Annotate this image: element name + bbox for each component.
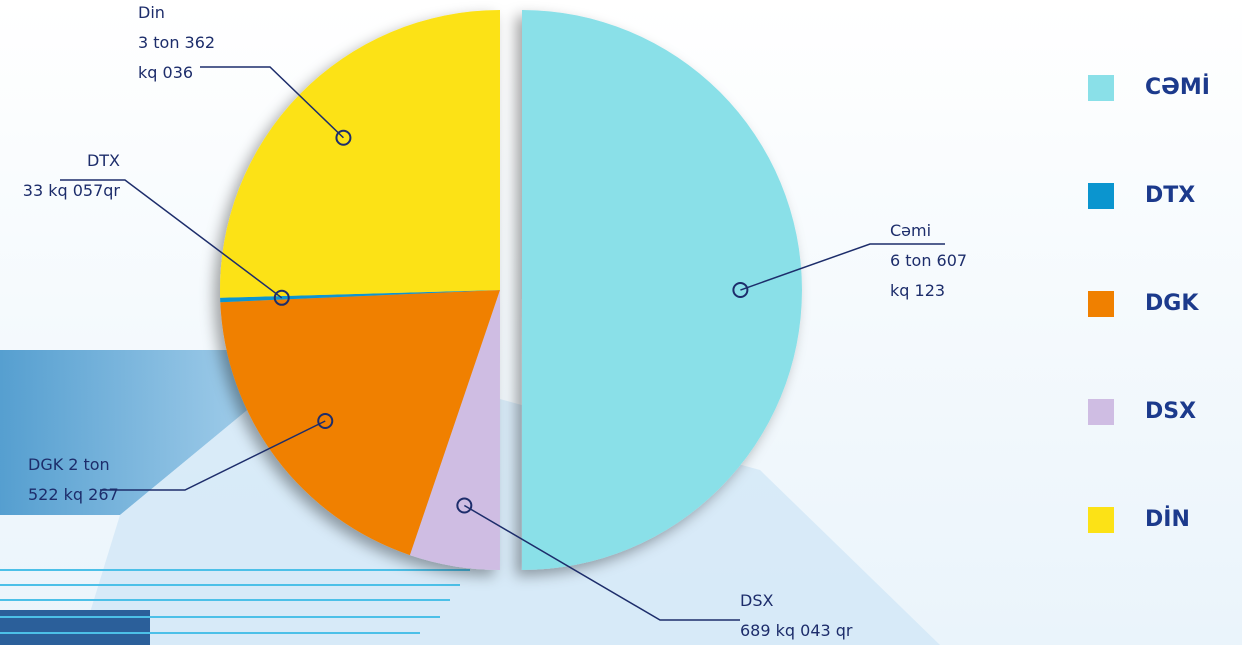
data-label-line: 6 ton 607 [890,251,967,270]
callout-dot [317,413,334,430]
data-label-name: DTX [87,151,120,170]
data-label-line: kq 036 [138,63,193,82]
legend-label: DİN [1145,506,1190,532]
legend-swatch [1088,75,1114,101]
leader-line [740,243,945,291]
data-label-name: DSX [740,591,773,610]
legend: CƏMİ DTX DGK DSX DİN [1088,74,1210,533]
pie-slice [409,290,500,570]
data-label: 33 kq 057qr [23,181,121,200]
data-label-line: 522 kq 267 [28,485,119,504]
callout-dot [273,289,290,306]
legend-label: DTX [1145,183,1195,208]
data-label-value: 2 ton 522 kq 267 [28,455,119,504]
leader-line [200,66,344,139]
legend-label: DSX [1145,399,1196,424]
legend-swatch [1088,399,1114,425]
pie-slice [220,290,501,303]
callout-dot [732,282,749,299]
data-label-name: DGK [28,455,64,474]
legend-swatch [1088,183,1114,209]
data-label-line: kq 123 [890,281,945,300]
data-label: 3 ton 362 kq 036 [138,33,215,82]
data-label-name: Cəmi [890,221,931,240]
callouts: Cəmi 6 ton 607 kq 123 DSX 689 kq 043 qr DGK 2 … [23,3,967,640]
pie-slice [220,290,500,556]
legend-swatch [1088,291,1114,317]
data-label-name: Din [138,3,165,22]
data-label-line: 3 ton 362 [138,33,215,52]
decor-lines [0,569,470,634]
data-label-line: 689 kq 043 qr [740,621,853,640]
data-label-line: 2 ton [68,455,109,474]
legend-label: CƏMİ [1145,74,1210,100]
pie-slice [521,10,802,571]
leader-line [60,179,283,299]
decor-block [0,610,150,645]
pie [219,10,802,571]
callout-dot [456,497,473,514]
leader-line [463,504,740,621]
legend-swatch [1088,507,1114,533]
pie-slice [219,10,500,298]
data-label-line: 33 kq 057qr [23,181,121,200]
legend-label: DGK [1145,291,1199,316]
data-label: DGK 2 ton 522 kq 267 [28,455,119,504]
callout-dot [335,129,352,146]
data-label: 689 kq 043 qr [740,621,853,640]
data-label: 6 ton 607 kq 123 [890,251,967,300]
leader-line [100,420,326,491]
